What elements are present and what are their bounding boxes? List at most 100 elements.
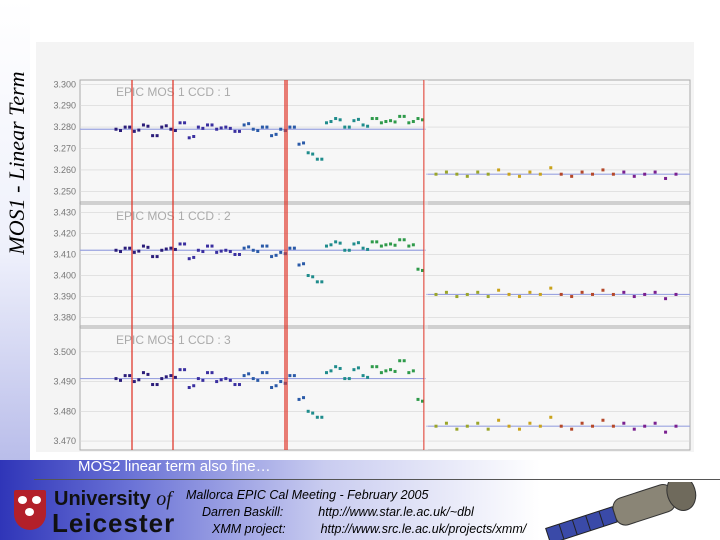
logo-word-leicester: Leicester	[52, 508, 176, 538]
data-point	[507, 424, 511, 428]
data-point	[219, 126, 223, 130]
data-point	[123, 374, 127, 378]
data-point	[192, 135, 196, 139]
data-point	[196, 377, 200, 381]
data-point	[260, 125, 264, 129]
data-point	[119, 378, 122, 382]
footer-meeting: Mallorca EPIC Cal Meeting - February 200…	[186, 488, 429, 502]
data-point	[228, 378, 232, 382]
data-point	[265, 371, 269, 375]
data-point	[352, 368, 356, 372]
data-point	[224, 377, 228, 381]
data-point	[434, 292, 438, 296]
y-tick-label: 3.260	[53, 165, 76, 175]
data-point	[311, 275, 315, 279]
data-point	[476, 290, 480, 294]
data-point	[324, 244, 328, 248]
data-point	[228, 126, 232, 130]
data-point	[119, 129, 122, 133]
data-point	[622, 170, 626, 174]
data-point	[611, 292, 615, 296]
logo-word-university: University	[54, 488, 151, 510]
data-point	[570, 295, 574, 299]
data-point	[329, 369, 333, 373]
y-tick-label: 3.430	[53, 207, 76, 217]
university-logo: University of Leicester	[12, 486, 187, 538]
data-point	[201, 126, 205, 130]
data-point	[306, 409, 310, 413]
data-point	[455, 172, 459, 176]
data-point	[233, 252, 237, 256]
data-point	[173, 375, 177, 379]
data-point	[398, 359, 402, 363]
plot-background	[79, 79, 691, 451]
data-point	[486, 172, 490, 176]
data-point	[329, 243, 333, 247]
data-point	[206, 123, 210, 127]
data-point	[356, 117, 360, 121]
data-point	[343, 377, 347, 381]
data-point	[169, 246, 173, 250]
data-point	[315, 415, 319, 419]
data-point	[538, 172, 542, 176]
data-point	[632, 427, 636, 431]
data-point	[237, 129, 241, 133]
data-point	[146, 124, 150, 128]
y-tick-label: 3.480	[53, 406, 76, 416]
data-point	[256, 378, 260, 382]
data-point	[434, 424, 438, 428]
data-point	[114, 377, 118, 381]
data-point	[297, 397, 301, 401]
data-point	[128, 374, 132, 378]
data-point	[114, 248, 118, 252]
data-point	[591, 292, 595, 296]
data-point	[251, 377, 255, 381]
data-point	[215, 127, 219, 131]
data-point	[324, 121, 328, 125]
data-point	[164, 124, 168, 128]
data-point	[421, 399, 424, 403]
data-point	[160, 377, 164, 381]
data-point	[517, 427, 521, 431]
data-point	[465, 292, 469, 296]
data-point	[164, 247, 168, 251]
data-point	[476, 421, 480, 425]
data-point	[206, 371, 210, 375]
data-point	[334, 117, 338, 121]
data-point	[375, 365, 379, 369]
data-point	[141, 123, 145, 127]
data-point	[622, 421, 626, 425]
slide-caption: MOS2 linear term also fine…	[78, 458, 271, 475]
data-point	[114, 127, 118, 131]
data-point	[393, 120, 397, 124]
data-point	[455, 295, 459, 299]
data-point	[201, 378, 205, 382]
data-point	[398, 114, 402, 118]
data-point	[538, 424, 542, 428]
data-point	[132, 129, 136, 133]
data-point	[389, 242, 393, 246]
data-point	[228, 250, 232, 254]
data-point	[507, 292, 511, 296]
data-point	[192, 384, 196, 388]
data-point	[260, 371, 264, 375]
data-point	[370, 365, 374, 369]
data-point	[242, 246, 246, 250]
data-point	[580, 170, 584, 174]
panel-frame	[79, 79, 691, 203]
y-tick-label: 3.470	[53, 436, 76, 446]
chart-area: 3.300 3.290 3.280 3.270 3.260 3.250 EPIC MOS 1…	[36, 42, 694, 452]
data-point	[297, 142, 301, 146]
data-point	[611, 424, 615, 428]
data-point	[538, 292, 542, 296]
data-point	[347, 377, 351, 381]
data-point	[201, 250, 205, 254]
y-tick-label: 3.280	[53, 122, 76, 132]
data-point	[347, 248, 351, 252]
data-point	[361, 246, 365, 250]
data-point	[444, 290, 448, 294]
data-point	[311, 152, 315, 156]
data-point	[187, 386, 191, 390]
data-point	[411, 369, 415, 373]
data-point	[123, 125, 127, 129]
